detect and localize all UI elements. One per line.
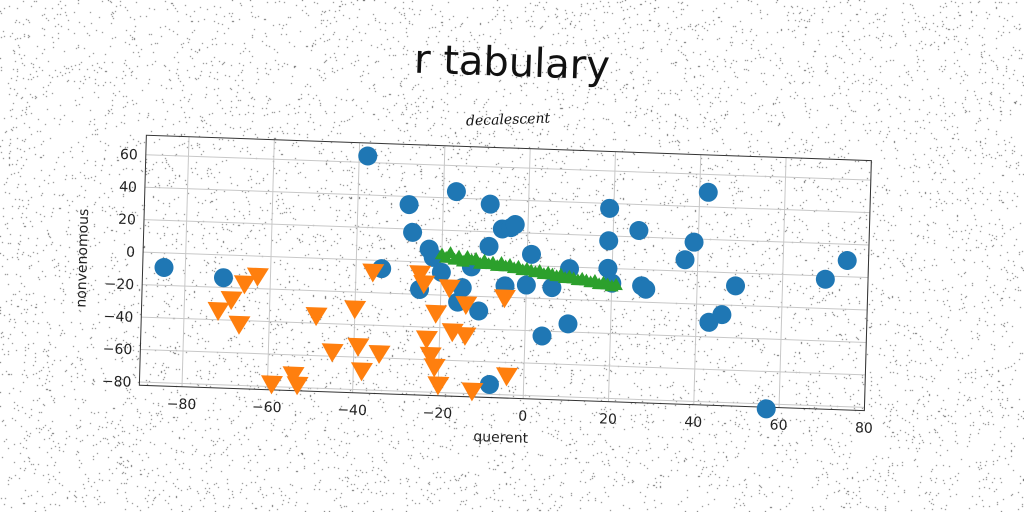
y-gridline: [141, 316, 867, 343]
data-point-circle: [446, 182, 466, 202]
data-point-triangle-down: [220, 291, 243, 311]
data-point-triangle-down: [207, 301, 230, 322]
data-point-circle: [599, 231, 619, 251]
x-tick-label: 60: [769, 417, 787, 434]
data-point-triangle-down: [228, 315, 251, 335]
data-point-triangle-down: [461, 382, 484, 402]
x-gridline: [181, 136, 190, 387]
y-tick-label: −60: [103, 341, 133, 358]
data-point-circle: [532, 326, 552, 346]
data-point-triangle-down: [438, 279, 461, 299]
x-gridline: [693, 154, 702, 405]
x-tick-label: −80: [167, 396, 197, 413]
data-point-circle: [479, 374, 499, 395]
data-point-triangle-down: [233, 275, 256, 295]
data-point-triangle-down: [495, 367, 518, 387]
x-tick-label: −20: [422, 405, 452, 422]
data-point-triangle-down: [246, 267, 269, 287]
data-point-circle: [480, 194, 500, 214]
data-point-triangle-down: [350, 362, 373, 382]
data-point-triangle-down: [368, 344, 391, 365]
data-point-triangle-down: [427, 376, 450, 396]
x-tick-label: 40: [684, 414, 702, 431]
data-point-triangle-down: [423, 358, 446, 378]
data-point-triangle-down: [425, 304, 448, 324]
data-point-triangle-down: [409, 265, 432, 285]
x-tick-labels: −80 −60 −40 −20 0 20 40 60 80: [167, 396, 873, 437]
y-tick-label: 60: [120, 147, 138, 164]
y-gridline: [145, 154, 871, 181]
data-point-circle: [358, 146, 378, 166]
x-gridline: [778, 157, 787, 408]
data-point-circle: [675, 250, 695, 270]
data-point-circle: [684, 232, 704, 252]
x-tick-label: 80: [855, 420, 873, 437]
data-point-circle: [154, 257, 174, 277]
data-point-triangle-down: [362, 263, 385, 283]
data-point-triangle-down: [321, 343, 344, 363]
data-point-circle: [403, 222, 423, 242]
x-gridline: [352, 142, 361, 393]
data-point-triangle-down: [260, 375, 283, 395]
data-point-circle: [479, 236, 499, 256]
y-gridline: [140, 349, 866, 376]
data-point-triangle-down: [493, 289, 516, 309]
data-point-triangle-down: [305, 306, 328, 327]
data-marks: [154, 146, 857, 419]
x-tick-label: −60: [252, 399, 282, 416]
data-point-circle: [629, 220, 649, 240]
data-point-circle: [399, 195, 419, 215]
plot-area: −80 −60 −40 −20 0 20 40 60 80 6040200−20−40−60−8…: [73, 134, 873, 447]
data-point-circle: [516, 275, 536, 295]
x-tick-label: −40: [337, 402, 367, 419]
data-point-circle: [756, 399, 776, 419]
data-point-triangle-down: [455, 295, 478, 316]
data-point-circle: [712, 305, 732, 325]
y-tick-label: 20: [118, 212, 136, 229]
data-point-triangle-down: [413, 275, 436, 295]
data-point-triangle-down: [344, 300, 367, 320]
data-point-circle: [469, 301, 489, 321]
x-gridline: [266, 139, 275, 390]
data-point-triangle-down: [415, 330, 438, 350]
y-tick-label: −80: [102, 374, 132, 391]
plot-frame: [138, 134, 872, 412]
data-point-circle: [815, 269, 835, 289]
y-axis-label: nonvenomous: [73, 208, 92, 308]
data-point-circle: [558, 314, 578, 334]
data-point-circle: [600, 198, 620, 218]
data-point-triangle-down: [347, 337, 370, 357]
data-point-circle: [698, 182, 718, 202]
data-point-circle: [423, 247, 443, 267]
y-tick-label: 0: [126, 245, 135, 261]
data-point-circle: [837, 251, 857, 271]
x-tick-label: 0: [518, 409, 527, 425]
data-point-circle: [726, 276, 746, 296]
data-point-circle: [213, 268, 233, 288]
data-point-triangle-down: [282, 366, 305, 386]
y-tick-labels: 60 40 20 0 −20 −40 −60 −80: [102, 147, 138, 391]
y-tick-label: −20: [104, 276, 134, 293]
x-axis-label: querent: [473, 429, 529, 447]
data-point-circle: [521, 244, 541, 264]
data-point-triangle-down: [286, 376, 309, 396]
data-point-circle: [542, 278, 562, 298]
y-tick-label: −40: [103, 309, 133, 326]
y-gridline: [144, 186, 870, 214]
data-point-triangle-down: [419, 346, 442, 366]
y-tick-label: 40: [119, 179, 137, 196]
data-point-circle: [636, 279, 656, 299]
data-point-triangle-up: [608, 277, 623, 291]
y-gridline: [139, 381, 865, 408]
data-point-triangle-down: [454, 326, 477, 346]
data-point-circle: [431, 262, 451, 282]
x-tick-label: 20: [599, 411, 617, 428]
data-point-circle: [505, 215, 525, 235]
data-point-circle: [598, 258, 618, 278]
chart-subtitle: decalescent: [466, 111, 551, 130]
